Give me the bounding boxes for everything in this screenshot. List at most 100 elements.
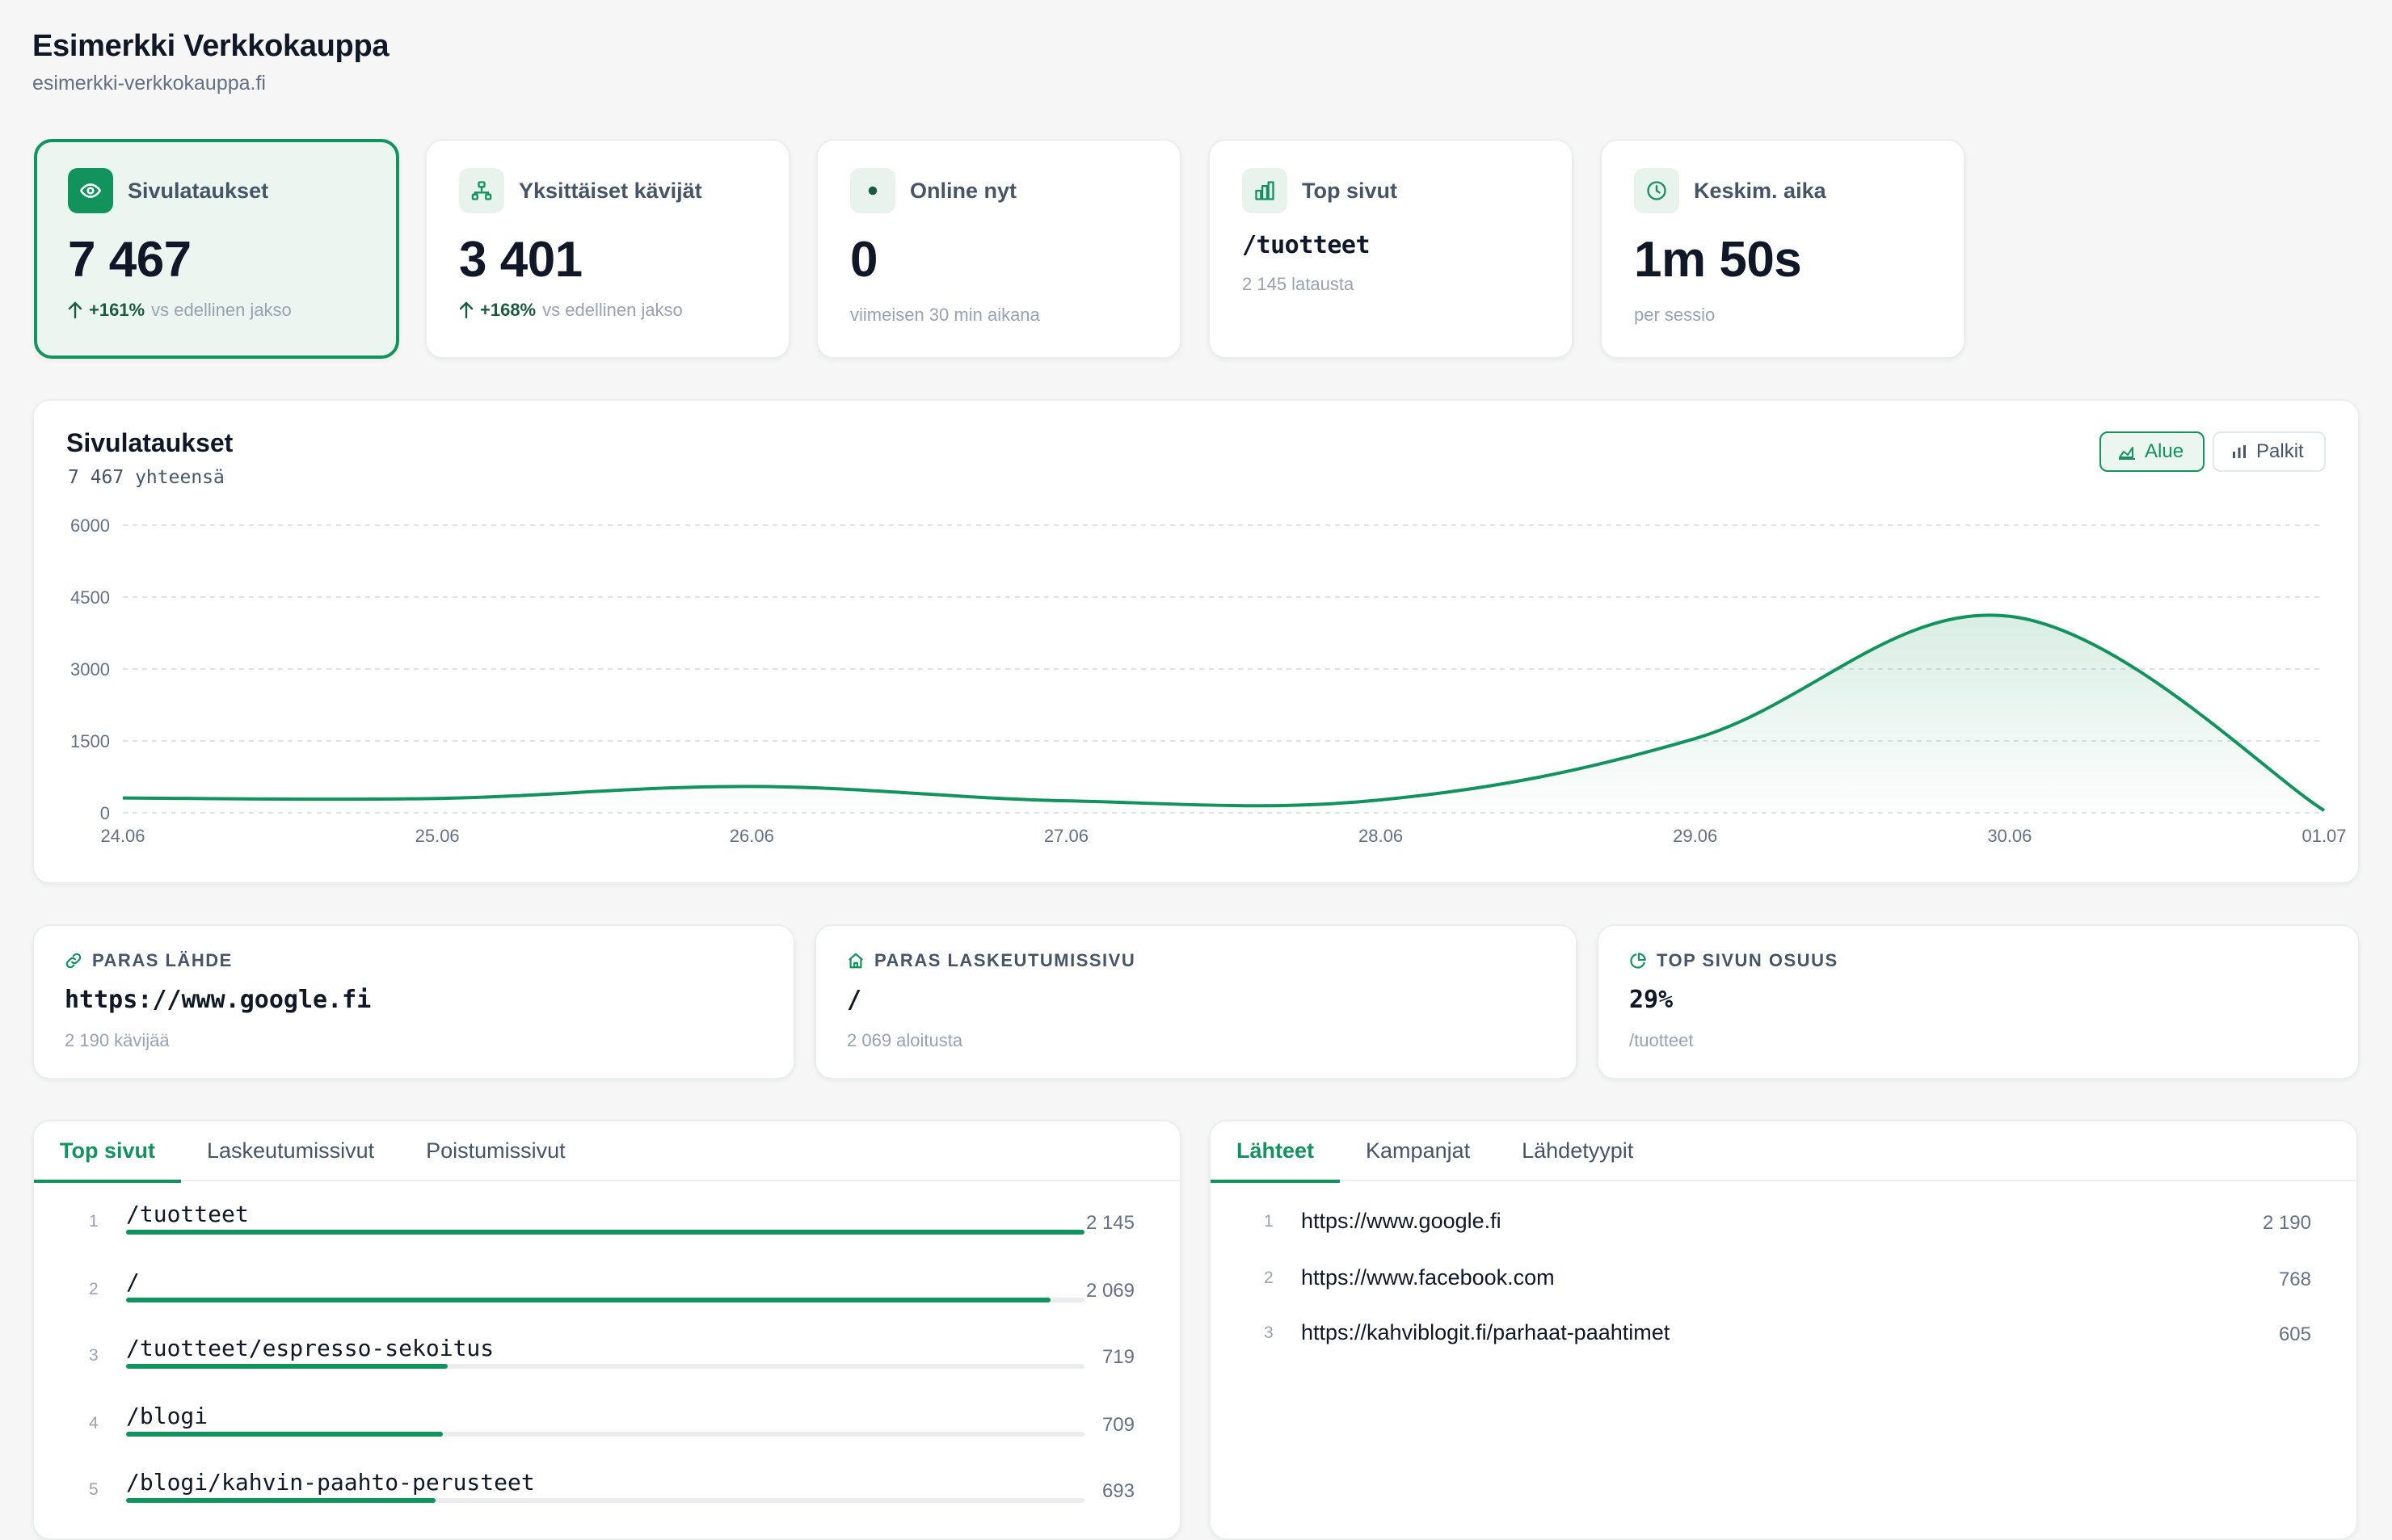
list-item[interactable]: 3 https://kahviblogit.fi/parhaat-paahtim… [1211,1319,2356,1367]
bars-toggle-button[interactable]: Palkit [2213,431,2326,472]
row-count: 719 [1101,1346,1135,1368]
tab-sources[interactable]: Lähteet [1211,1121,1341,1183]
stat-value: 3 401 [459,232,583,288]
delta-value: +168% [480,300,537,320]
sources-panel: Lähteet Kampanjat Lähdetyypit 1 https://… [1209,1120,2358,1540]
area-toggle-button[interactable]: Alue [2099,431,2205,472]
row-rank: 5 [89,1480,99,1499]
stat-value: 1m 50s [1634,232,1802,288]
dot-icon [850,168,895,213]
row-path: /blogi/kahvin-paahto-perusteet [126,1469,535,1496]
row-count: 693 [1101,1480,1135,1502]
pages-tabs: Top sivut Laskeutumissivut Poistumissivu… [34,1121,1180,1183]
insight-sub: 2 190 kävijää [65,1030,170,1050]
source-url: https://www.facebook.com [1301,1265,1555,1290]
stat-card-top-pages[interactable]: Top sivut /tuotteet 2 145 latausta [1208,139,1573,359]
tab-landing-pages[interactable]: Laskeutumissivut [207,1138,375,1163]
chart-point-30.06[interactable] [2007,614,2012,619]
row-rank: 2 [89,1280,99,1298]
arrow-up-icon [459,301,474,319]
row-share-bar [126,1230,1084,1235]
table-row[interactable]: 2 / 2 069 [34,1264,1180,1332]
chart-series-line [122,613,2326,812]
row-path: /tuotteet/espresso-sekoitus [126,1335,495,1361]
area-toggle-label: Alue [2145,440,2184,462]
table-row[interactable]: 5 /blogi/kahvin-paahto-perusteet 693 [34,1464,1180,1532]
row-count: 709 [1101,1414,1135,1436]
chart-point-24.06[interactable] [120,796,125,801]
tab-top-pages[interactable]: Top sivut [34,1121,181,1183]
insight-value: https://www.google.fi [65,986,372,1014]
stat-value: 7 467 [68,232,192,288]
row-share-bar [126,1498,1084,1503]
y-tick-label: 6000 [70,515,110,536]
table-row[interactable]: 1 /tuotteet 2 145 [34,1196,1180,1264]
table-row[interactable]: 3 /tuotteet/espresso-sekoitus 719 [34,1330,1180,1398]
stat-label: Yksittäiset kävijät [519,178,702,203]
clock-icon [1634,168,1679,213]
delta-suffix: vs edellinen jakso [542,300,683,320]
x-tick-label: 29.06 [1673,826,1717,846]
stat-delta: +161% vs edellinen jakso [68,300,365,321]
link-icon [65,953,82,969]
site-title: Esimerkki Verkkokauppa [32,29,390,63]
stat-card-unique-visitors[interactable]: Yksittäiset kävijät 3 401 +168% vs edell… [425,139,790,359]
insight-value: 29% [1629,986,1674,1014]
chart-point-27.06[interactable] [1063,798,1068,803]
row-count: 605 [2278,1323,2311,1345]
stat-label: Keskim. aika [1694,178,1826,203]
row-count: 2 069 [1085,1280,1135,1302]
stat-sub: viimeisen 30 min aikana [850,305,1040,325]
list-item[interactable]: 1 https://www.google.fi 2 190 [1211,1207,2356,1256]
row-count: 768 [2278,1269,2311,1290]
x-tick-label: 27.06 [1044,826,1089,846]
tab-exit-pages[interactable]: Poistumissivut [426,1138,566,1163]
row-share-bar [126,1364,1084,1369]
tab-campaigns[interactable]: Kampanjat [1366,1138,1471,1163]
arrow-up-icon [68,301,82,319]
pageviews-chart-card: Sivulataukset 7 467 yhteensä Alue Palkit… [32,399,2360,884]
source-url: https://kahviblogit.fi/parhaat-paahtimet [1301,1320,1670,1344]
chart-point-29.06[interactable] [1693,736,1698,741]
pageviews-area-chart: 0 1500 3000 4500 6000 24.06 25.06 26.06 27.06 28.… [70,515,2346,846]
row-rank: 4 [89,1414,99,1433]
row-rank: 1 [1264,1212,1274,1231]
stat-label: Online nyt [910,178,1017,203]
row-share-bar [126,1432,1084,1437]
tab-source-types[interactable]: Lähdetyypit [1522,1138,1634,1163]
row-path: / [126,1269,140,1295]
chart-point-26.06[interactable] [749,784,754,789]
chart-point-25.06[interactable] [435,796,440,801]
chart-point-28.06[interactable] [1379,797,1383,802]
insight-card-best-landing: PARAS LASKEUTUMISSIVU / 2 069 aloitusta [815,924,1577,1079]
area-chart-icon [2119,447,2135,460]
row-count: 2 190 [2262,1212,2311,1234]
insight-sub: 2 069 aloitusta [847,1030,963,1050]
stat-card-avg-time[interactable]: Keskim. aika 1m 50s per sessio [1600,139,1965,359]
insight-label: TOP SIVUN OSUUS [1657,950,1838,970]
y-tick-label: 4500 [70,587,110,608]
y-tick-label: 3000 [70,659,110,680]
list-item[interactable]: 2 https://www.facebook.com 768 [1211,1264,2356,1312]
x-tick-label: 26.06 [730,826,774,846]
chart-point-01.07[interactable] [2322,808,2327,813]
stat-card-pageviews[interactable]: Sivulataukset 7 467 +161% vs edellinen j… [34,139,399,359]
insight-value: / [847,986,862,1014]
chart-title: Sivulataukset [66,428,234,457]
x-tick-label: 30.06 [1987,826,2032,846]
source-url: https://www.google.fi [1301,1209,1501,1233]
y-tick-label: 1500 [70,731,110,751]
insight-label: PARAS LÄHDE [92,950,233,970]
table-row[interactable]: 4 /blogi 709 [34,1398,1180,1466]
stat-label: Top sivut [1302,178,1397,203]
delta-value: +161% [89,300,145,320]
eye-icon [68,168,113,213]
row-share-bar [126,1298,1084,1302]
chart-total: 7 467 yhteensä [68,467,225,488]
row-path: /blogi [126,1403,208,1429]
bars-toggle-label: Palkit [2256,440,2304,462]
stat-sub: per sessio [1634,305,1716,325]
x-tick-label: 25.06 [415,826,460,846]
stat-card-online-now[interactable]: Online nyt 0 viimeisen 30 min aikana [816,139,1181,359]
row-rank: 3 [89,1346,99,1365]
